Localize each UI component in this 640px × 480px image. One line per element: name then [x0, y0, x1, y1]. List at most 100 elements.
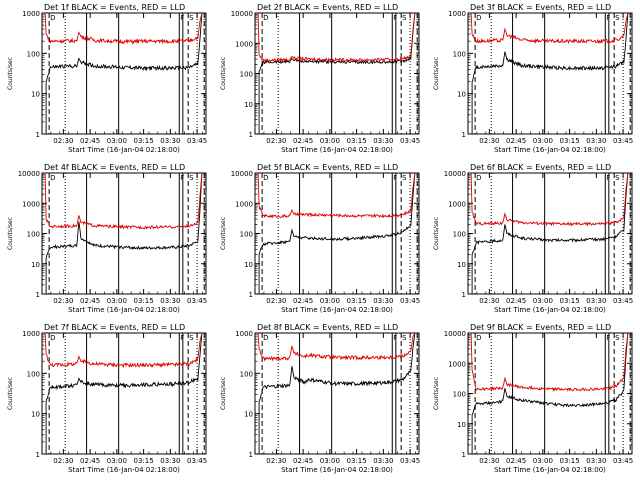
- y-tick-label: 10: [31, 261, 40, 269]
- y-tick-label: 1: [462, 291, 466, 299]
- x-tick-label: 03:30: [586, 457, 606, 465]
- chart-title: Det 9f BLACK = Events, RED = LLD: [470, 323, 611, 332]
- time-marker-flag: S: [189, 14, 194, 22]
- x-tick-label: 02:45: [293, 297, 313, 305]
- x-tick-label: 02:30: [266, 137, 286, 145]
- y-tick-label: 100: [453, 231, 466, 239]
- x-tick-label: 02:30: [53, 457, 73, 465]
- x-tick-label: 03:15: [347, 457, 367, 465]
- series-events-line: [258, 332, 416, 454]
- time-marker-flag: S: [615, 14, 620, 22]
- x-tick-label: 03:30: [160, 137, 180, 145]
- y-tick-label: 100: [240, 231, 253, 239]
- chart-title: Det 4f BLACK = Events, RED = LLD: [44, 163, 185, 172]
- chart-title: Det 5f BLACK = Events, RED = LLD: [257, 163, 398, 172]
- y-tick-label: 1: [249, 291, 253, 299]
- y-axis-label: Counts/sec: [220, 377, 227, 410]
- time-marker-flag: S: [402, 334, 407, 342]
- x-tick-label: 03:45: [400, 297, 420, 305]
- x-tick-label: 02:30: [479, 137, 499, 145]
- x-tick-label: 03:30: [373, 297, 393, 305]
- time-marker-flag: D: [50, 334, 55, 342]
- x-tick-label: 03:45: [187, 297, 207, 305]
- chart-det-1: Det 1f BLACK = Events, RED = LLD 1 10 100 10…: [7, 3, 207, 154]
- chart-det-8: Det 8f BLACK = Events, RED = LLD 1 10 100 10…: [220, 323, 420, 474]
- y-axis-label: Counts/sec: [7, 57, 14, 90]
- plot-frame: [467, 172, 633, 295]
- x-tick-label: 02:45: [293, 457, 313, 465]
- series-events-line: [258, 172, 416, 294]
- series-events-line: [45, 172, 203, 294]
- x-tick-label: 03:00: [107, 457, 127, 465]
- x-tick-label: 03:30: [586, 137, 606, 145]
- x-tick-label: 03:15: [134, 137, 154, 145]
- x-tick-label: 03:15: [560, 137, 580, 145]
- plot-frame: [254, 12, 420, 135]
- time-marker-flag: D: [50, 174, 55, 182]
- x-tick-label: 03:00: [320, 457, 340, 465]
- x-tick-label: 02:45: [293, 137, 313, 145]
- x-tick-label: 03:00: [320, 137, 340, 145]
- y-tick-label: 100: [27, 231, 40, 239]
- chart-title: Det 7f BLACK = Events, RED = LLD: [44, 323, 185, 332]
- time-marker-flag: D: [263, 334, 268, 342]
- x-tick-label: 03:00: [107, 297, 127, 305]
- y-tick-label: 10000: [231, 10, 253, 18]
- y-tick-label: 10000: [18, 170, 40, 178]
- series-lld-line: [257, 332, 416, 362]
- x-tick-label: 03:00: [107, 137, 127, 145]
- time-marker-flag: D: [263, 14, 268, 22]
- time-marker-flag: D: [476, 174, 481, 182]
- series-lld-line: [44, 12, 203, 45]
- x-tick-label: 03:00: [320, 297, 340, 305]
- y-axis-label: Counts/sec: [7, 377, 14, 410]
- y-tick-label: 1: [36, 291, 40, 299]
- y-tick-label: 1000: [448, 10, 466, 18]
- series-lld-line: [44, 172, 203, 230]
- y-tick-label: 1000: [235, 200, 253, 208]
- time-marker-flag: S: [402, 174, 407, 182]
- y-tick-label: 10: [244, 411, 253, 419]
- time-marker-flag: S: [189, 174, 194, 182]
- y-tick-label: 1000: [448, 360, 466, 368]
- y-tick-label: 10: [457, 91, 466, 99]
- x-tick-label: 03:30: [160, 297, 180, 305]
- x-tick-label: 03:00: [533, 297, 553, 305]
- x-tick-label: 02:30: [53, 297, 73, 305]
- y-tick-label: 1: [249, 451, 253, 459]
- series-events-line: [45, 12, 203, 134]
- series-lld-line: [257, 12, 416, 64]
- y-tick-label: 100: [240, 71, 253, 79]
- time-marker-flag: S: [402, 14, 407, 22]
- x-tick-label: 03:15: [560, 457, 580, 465]
- x-axis-label: Start Time (16-Jan-04 02:18:00): [281, 146, 393, 154]
- chart-det-3: Det 3f BLACK = Events, RED = LLD 1 10 100 10…: [433, 3, 633, 154]
- x-tick-label: 03:30: [373, 457, 393, 465]
- x-axis-label: Start Time (16-Jan-04 02:18:00): [494, 146, 606, 154]
- x-tick-label: 03:45: [613, 137, 633, 145]
- x-axis-label: Start Time (16-Jan-04 02:18:00): [281, 306, 393, 314]
- x-tick-label: 03:45: [613, 297, 633, 305]
- y-tick-label: 10000: [231, 170, 253, 178]
- x-tick-label: 02:30: [266, 457, 286, 465]
- series-lld-line: [470, 12, 629, 44]
- y-tick-label: 10000: [444, 330, 466, 338]
- chart-det-4: Det 4f BLACK = Events, RED = LLD 1 10 100 10…: [7, 163, 207, 314]
- y-axis-label: Counts/sec: [433, 57, 440, 90]
- x-tick-label: 03:45: [400, 137, 420, 145]
- series-events-line: [45, 332, 203, 454]
- y-tick-label: 10: [457, 261, 466, 269]
- y-tick-label: 100: [27, 50, 40, 58]
- y-axis-label: Counts/sec: [433, 377, 440, 410]
- x-tick-label: 03:45: [187, 457, 207, 465]
- time-marker-flag: F: [393, 14, 397, 22]
- x-tick-label: 03:30: [160, 457, 180, 465]
- time-marker-flag: S: [615, 334, 620, 342]
- y-tick-label: 1000: [22, 10, 40, 18]
- x-tick-label: 03:45: [400, 457, 420, 465]
- x-tick-label: 03:30: [373, 137, 393, 145]
- y-axis-label: Counts/sec: [433, 217, 440, 250]
- plot-frame: [467, 12, 633, 135]
- y-tick-label: 1000: [235, 40, 253, 48]
- y-axis-label: Counts/sec: [7, 217, 14, 250]
